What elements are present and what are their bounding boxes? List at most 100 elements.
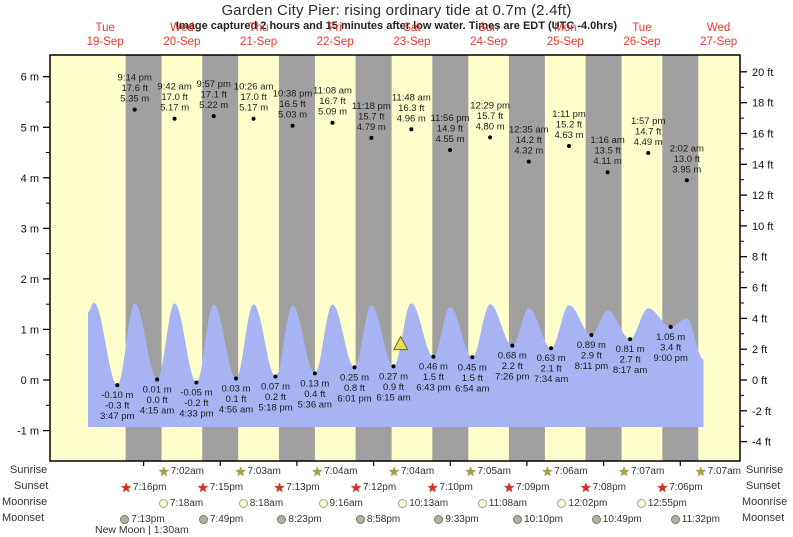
high-tide-label: 12:35 am 14.2 ft 4.32 m	[509, 125, 549, 157]
high-tide-point	[684, 178, 689, 183]
moonset-entry: 7:49pm	[198, 512, 244, 526]
sunrise-time: 7:04am	[324, 465, 358, 477]
day-label-date: 23-Sep	[393, 36, 430, 48]
day-label-date: 26-Sep	[623, 36, 660, 48]
low-tide-label: 0.68 m 2.2 ft 7:26 pm	[495, 351, 529, 383]
moonrise-time: 10:13am	[409, 497, 449, 509]
moonrise-circle-icon	[636, 498, 646, 508]
current-tide-marker-icon	[392, 335, 409, 351]
sunrise-entry: ★ 7:07am	[695, 464, 741, 478]
sunset-time: 7:13pm	[286, 481, 320, 493]
high-tide-point	[251, 116, 256, 121]
low-tide-point	[234, 376, 238, 381]
y-axis-left-tick-label: 0 m	[21, 375, 39, 387]
day-label-weekday: Fri	[328, 22, 341, 34]
y-axis-left-tick-label: 2 m	[21, 274, 39, 286]
moonrise-circle-icon	[398, 498, 408, 508]
high-tide-point	[211, 114, 216, 119]
y-axis-right-tick-label: 18 ft	[752, 98, 773, 110]
y-axis-left-tick-label: 3 m	[21, 223, 39, 235]
sunset-time: 7:15pm	[209, 481, 244, 493]
moonset-entry: 9:33pm	[434, 512, 479, 526]
y-axis-right-tick-label: 0 ft	[752, 375, 767, 387]
sunset-time: 7:16pm	[133, 481, 167, 493]
low-tide-label: 0.03 m 0.1 ft 4:56 am	[219, 384, 253, 416]
moonrise-circle-icon	[557, 498, 567, 508]
y-axis-right-tick-label: -4 ft	[752, 437, 771, 449]
sunset-entry: ★ 7:10pm	[427, 480, 473, 494]
sunrise-time: 7:03am	[247, 465, 281, 477]
moonset-entry: 10:49pm	[591, 512, 642, 526]
sunrise-entry: ★ 7:06am	[542, 464, 588, 478]
chart-subtitle: Image captured 2 hours and 15 minutes af…	[175, 20, 618, 32]
sunrise-time: 7:04am	[400, 465, 435, 477]
day-label-weekday: Tue	[96, 22, 115, 34]
sunset-entry: ★ 7:06pm	[657, 480, 703, 494]
low-tide-point	[549, 346, 554, 351]
y-axis-left-tick-label: 1 m	[21, 324, 39, 336]
low-tide-point	[391, 364, 396, 369]
moonset-entry: 7:13pm	[120, 512, 165, 526]
y-axis-right-tick-label: 8 ft	[752, 252, 767, 264]
high-tide-label: 9:14 pm 17.6 ft 5.35 m	[118, 73, 152, 105]
moonset-circle-icon	[591, 514, 601, 524]
high-tide-point	[172, 116, 177, 121]
moonset-row-label-left: Moonset	[2, 512, 45, 524]
moonset-circle-icon	[434, 514, 444, 524]
day-label-weekday: Tue	[632, 22, 651, 34]
sunset-star-icon: ★	[197, 479, 209, 495]
day-label-date: 24-Sep	[470, 36, 507, 48]
low-tide-label: 0.89 m 2.9 ft 8:11 pm	[575, 340, 609, 372]
sunrise-star-icon: ★	[388, 463, 400, 479]
sunrise-star-icon: ★	[234, 463, 247, 479]
y-axis-left-tick-label: 6 m	[21, 72, 39, 84]
sunset-entry: ★ 7:13pm	[274, 480, 320, 494]
sunrise-entry: ★ 7:02am	[158, 464, 204, 478]
sunset-star-icon: ★	[350, 479, 362, 495]
sunset-entry: ★ 7:16pm	[120, 480, 166, 494]
sunset-star-icon: ★	[273, 479, 286, 495]
moonrise-time: 12:55pm	[647, 497, 687, 509]
moonrise-time: 11:08am	[488, 497, 527, 509]
moonset-time: 7:49pm	[209, 513, 244, 525]
sunrise-star-icon: ★	[311, 463, 324, 479]
low-tide-point	[273, 374, 278, 379]
moonrise-circle-icon	[477, 498, 487, 508]
sunset-time: 7:12pm	[362, 481, 397, 493]
day-label-date: 27-Sep	[700, 36, 737, 48]
high-tide-point	[330, 120, 335, 125]
high-tide-label: 1:16 am 13.5 ft 4.11 m	[590, 135, 624, 167]
low-tide-label: 0.63 m 2.1 ft 7:34 am	[534, 353, 568, 385]
sunrise-star-icon: ★	[695, 463, 707, 479]
sunrise-entry: ★ 7:03am	[235, 464, 281, 478]
moonrise-time: 12:02pm	[568, 497, 608, 509]
sunrise-time: 7:05am	[477, 465, 511, 477]
high-tide-label: 9:42 am 17.0 ft 5.17 m	[157, 82, 191, 114]
low-tide-label: -0.10 m -0.3 ft 3:47 pm	[100, 390, 134, 422]
day-label-weekday: Sun	[478, 22, 498, 34]
high-tide-point	[646, 151, 651, 155]
high-tide-point	[290, 123, 295, 128]
low-tide-label: 0.25 m 0.8 ft 6:01 pm	[337, 372, 371, 404]
sunrise-star-icon: ★	[618, 463, 630, 479]
moonrise-circle-icon	[318, 498, 328, 508]
sunrise-star-icon: ★	[158, 463, 170, 479]
sunset-star-icon: ★	[426, 479, 439, 495]
y-axis-right-tick-label: 10 ft	[752, 221, 773, 233]
moonset-time: 8:58pm	[366, 513, 401, 525]
moonset-circle-icon	[670, 514, 680, 524]
high-tide-point	[605, 170, 610, 175]
sunset-entry: ★ 7:09pm	[503, 480, 549, 494]
moonset-time: 9:33pm	[445, 513, 479, 525]
sunrise-time: 7:07am	[707, 465, 742, 477]
sunset-row-label-right: Sunset	[746, 480, 781, 492]
low-tide-point	[115, 383, 120, 388]
moonrise-circle-icon	[238, 498, 248, 508]
low-tide-label: 0.07 m 0.2 ft 5:18 pm	[258, 382, 292, 414]
plot-frame	[49, 54, 741, 462]
high-tide-label: 12:29 pm 15.7 ft 4.80 m	[470, 100, 510, 132]
high-tide-point	[369, 135, 374, 140]
low-tide-label: 1.05 m 3.4 ft 9:00 pm	[654, 332, 688, 364]
sunrise-entry: ★ 7:07am	[618, 464, 664, 478]
high-tide-label: 2:02 am 13.0 ft 3.95 m	[670, 143, 704, 175]
